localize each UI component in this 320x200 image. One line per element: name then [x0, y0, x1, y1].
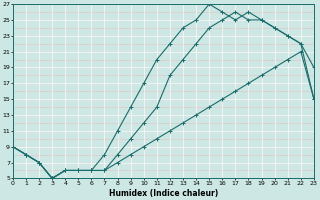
X-axis label: Humidex (Indice chaleur): Humidex (Indice chaleur) — [109, 189, 218, 198]
